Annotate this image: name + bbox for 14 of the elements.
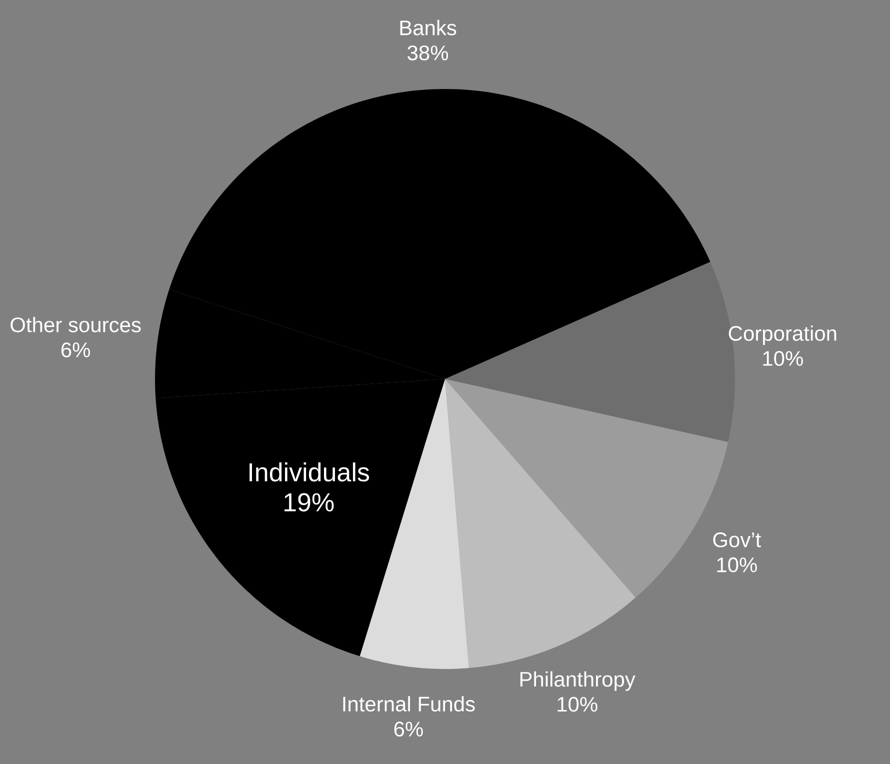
slice-label: Corporation [728, 325, 836, 346]
slice-label: Other sources [10, 316, 141, 332]
data-label: 6% [394, 722, 423, 737]
data-label: 10% [717, 557, 757, 572]
data-label: 6% [61, 342, 90, 358]
slice-label: Gov’t [713, 532, 762, 548]
slice-label: Individuals [250, 462, 370, 482]
data-label: 10% [763, 351, 803, 366]
slice-label: Internal Funds [343, 696, 475, 712]
data-label: 19% [284, 493, 334, 512]
slice-label: Philanthropy [520, 671, 636, 691]
slice-label: Banks [400, 20, 456, 36]
data-label: 38% [408, 45, 448, 60]
data-label: 10% [558, 696, 598, 712]
